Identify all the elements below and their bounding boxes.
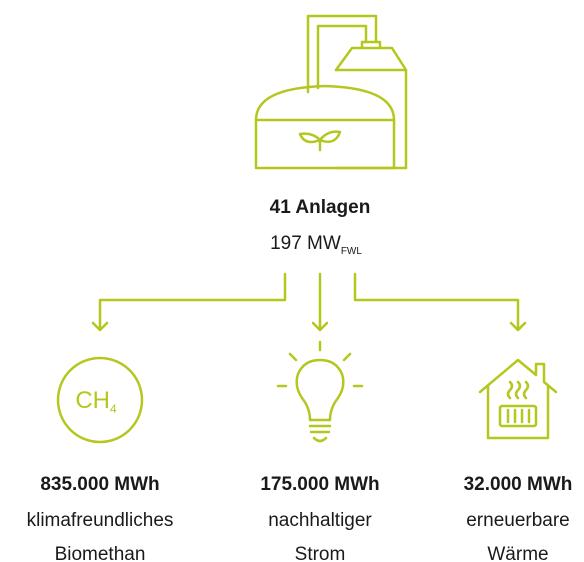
capacity: 197 MW — [270, 233, 341, 254]
plant-capacity: 197 MWFWL — [270, 233, 362, 257]
output-label: Strom — [295, 544, 346, 562]
plant-icon — [256, 16, 406, 168]
icon-formula: CH — [75, 387, 110, 414]
house-icon — [480, 360, 556, 438]
arrows — [93, 274, 525, 330]
output-label: erneuerbare — [466, 510, 570, 531]
output-value: 32.000 MWh — [464, 474, 573, 495]
infographic: 41 Anlagen 197 MWFWL CH4 835.000 MWh kli… — [0, 0, 584, 562]
plant-count: 41 Anlagen — [270, 197, 371, 218]
bulb-icon — [278, 342, 362, 441]
capacity-subscript: FWL — [341, 246, 363, 257]
output-label: nachhaltiger — [268, 510, 372, 531]
output-label: Wärme — [487, 544, 548, 562]
output-label: Biomethan — [55, 544, 146, 562]
output-value: 175.000 MWh — [260, 474, 379, 495]
output-label: klimafreundliches — [27, 510, 174, 531]
icon-text: CH4 — [75, 387, 117, 416]
output-value: 835.000 MWh — [40, 474, 159, 495]
methane-icon: CH4 — [58, 358, 142, 442]
icon-subscript: 4 — [110, 402, 117, 416]
